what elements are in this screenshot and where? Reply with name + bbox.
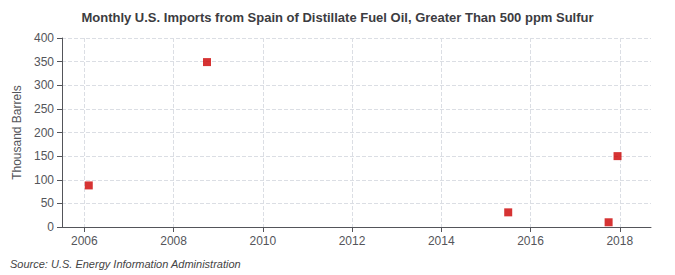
svg-text:2018: 2018 xyxy=(606,234,633,248)
svg-text:250: 250 xyxy=(34,102,54,116)
svg-text:350: 350 xyxy=(34,55,54,69)
svg-text:2014: 2014 xyxy=(428,234,455,248)
svg-text:2010: 2010 xyxy=(249,234,276,248)
svg-text:2016: 2016 xyxy=(517,234,544,248)
svg-text:150: 150 xyxy=(34,149,54,163)
svg-text:50: 50 xyxy=(41,196,55,210)
svg-text:0: 0 xyxy=(47,220,54,234)
svg-text:100: 100 xyxy=(34,173,54,187)
svg-text:Monthly U.S. Imports from Spai: Monthly U.S. Imports from Spain of Disti… xyxy=(81,10,593,25)
svg-text:2006: 2006 xyxy=(71,234,98,248)
svg-text:Thousand Barrels: Thousand Barrels xyxy=(10,85,24,180)
svg-text:200: 200 xyxy=(34,126,54,140)
svg-text:2008: 2008 xyxy=(160,234,187,248)
svg-text:400: 400 xyxy=(34,31,54,45)
svg-text:300: 300 xyxy=(34,78,54,92)
svg-text:Source: U.S. Energy Informatio: Source: U.S. Energy Information Administ… xyxy=(10,258,241,270)
svg-text:2012: 2012 xyxy=(339,234,366,248)
